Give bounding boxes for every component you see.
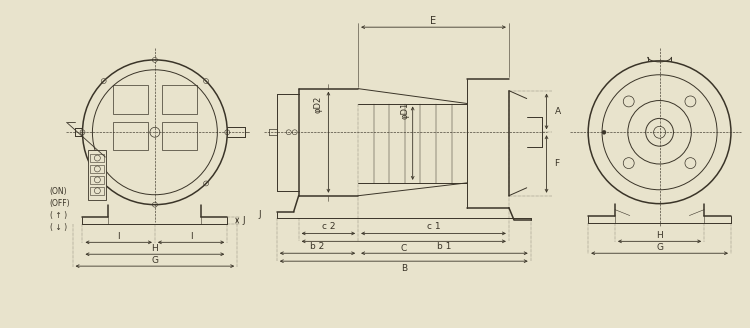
- Bar: [91, 187, 104, 195]
- Bar: [91, 165, 104, 173]
- Text: B: B: [400, 264, 406, 273]
- Bar: [162, 85, 196, 114]
- Text: C: C: [400, 244, 407, 253]
- Bar: [91, 154, 104, 162]
- Text: I: I: [190, 232, 193, 241]
- Text: b 1: b 1: [437, 242, 452, 251]
- Text: A: A: [554, 107, 560, 116]
- Text: H: H: [152, 244, 158, 253]
- Text: E: E: [430, 16, 436, 26]
- Text: φD2: φD2: [314, 96, 323, 113]
- Text: (ON): (ON): [50, 187, 68, 196]
- Text: c 1: c 1: [427, 222, 440, 231]
- Text: ( ↑ ): ( ↑ ): [50, 211, 67, 220]
- Text: b 2: b 2: [310, 242, 325, 251]
- Text: J: J: [242, 216, 244, 225]
- Text: F: F: [554, 159, 560, 169]
- Text: H: H: [656, 231, 663, 240]
- Bar: [162, 122, 196, 150]
- Text: I: I: [118, 232, 120, 241]
- Bar: [88, 150, 106, 200]
- Text: G: G: [656, 243, 663, 252]
- Text: J: J: [258, 210, 261, 219]
- Bar: [113, 85, 148, 114]
- Text: (OFF): (OFF): [50, 199, 70, 208]
- Bar: [113, 122, 148, 150]
- Text: c 2: c 2: [322, 222, 335, 231]
- Text: G: G: [152, 256, 158, 265]
- Text: ( ↓ ): ( ↓ ): [50, 223, 67, 232]
- Bar: [91, 176, 104, 184]
- Text: φD1: φD1: [400, 102, 410, 119]
- Circle shape: [602, 130, 606, 134]
